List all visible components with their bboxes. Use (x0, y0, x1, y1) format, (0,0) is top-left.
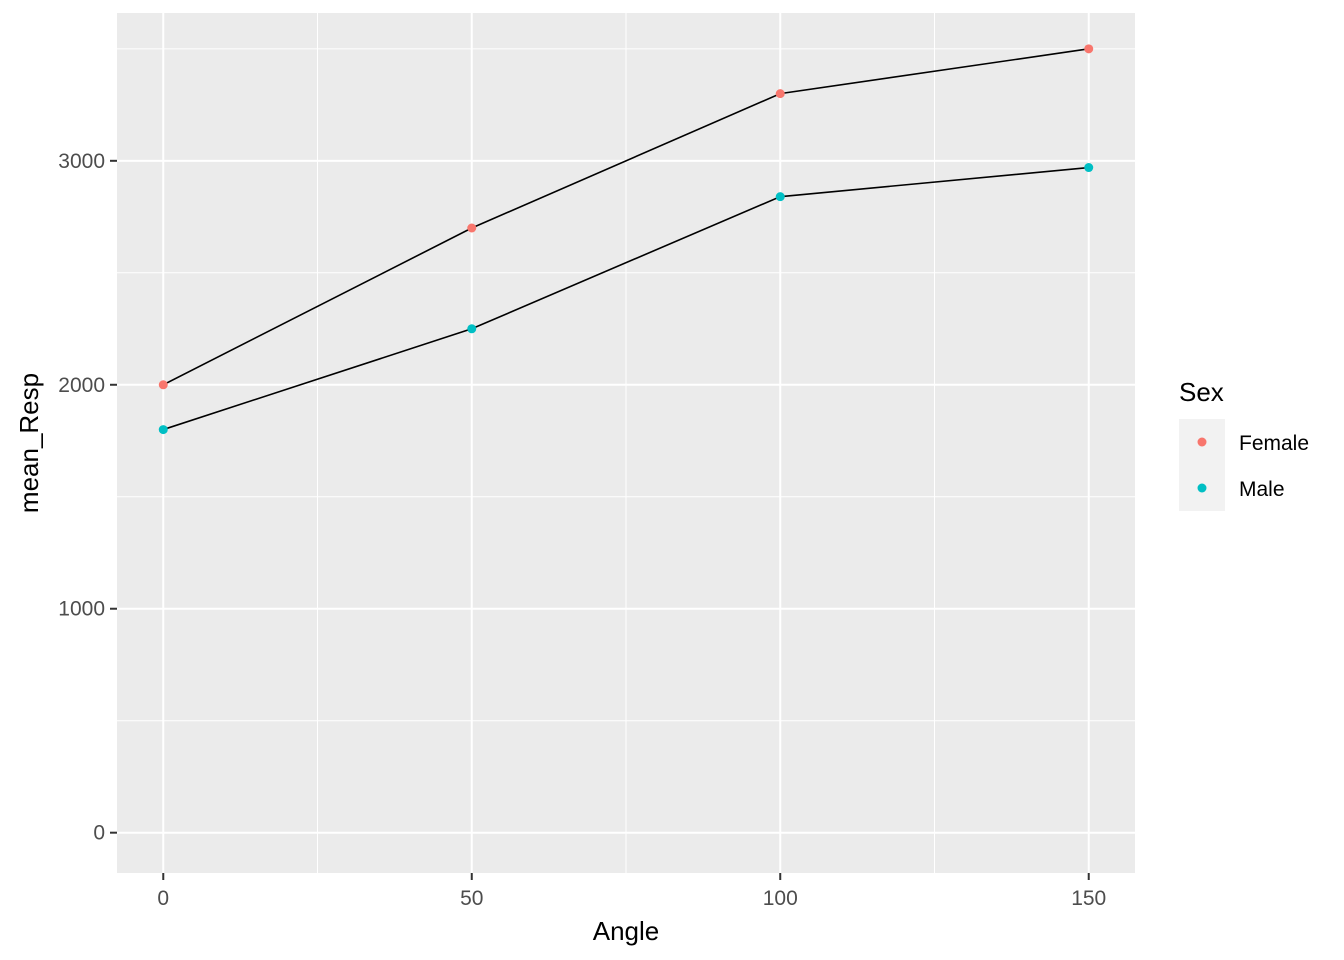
data-point-male (1084, 163, 1094, 173)
legend: Sex Female Male (1179, 377, 1309, 511)
series-lines (162, 48, 1089, 431)
data-point-female (467, 223, 477, 233)
y-axis-title: mean_Resp (14, 373, 44, 513)
legend-label-female: Female (1239, 432, 1309, 455)
legend-items: Female Male (1197, 432, 1309, 501)
data-point-male (467, 324, 477, 334)
minor-gridlines (117, 13, 1135, 873)
legend-label-male: Male (1239, 478, 1285, 501)
y-axis: 0 1000 2000 3000 (58, 150, 117, 845)
x-axis-title: Angle (593, 916, 660, 946)
y-tick-label: 0 (93, 822, 105, 845)
x-tick-label: 100 (763, 887, 798, 910)
data-point-male (775, 192, 785, 202)
data-point-female (1084, 44, 1094, 54)
legend-title: Sex (1179, 377, 1224, 407)
x-tick-label: 0 (157, 887, 169, 910)
x-tick-label: 50 (460, 887, 483, 910)
data-point-male (158, 425, 168, 435)
legend-key-male (1197, 483, 1207, 493)
y-tick-label: 3000 (58, 150, 105, 173)
series-line-female (162, 48, 1089, 386)
series-points (158, 44, 1094, 435)
legend-key-female (1197, 437, 1207, 447)
data-point-female (158, 380, 168, 390)
series-line-male (163, 166, 1089, 431)
data-point-female (775, 89, 785, 99)
y-tick-label: 1000 (58, 598, 105, 621)
y-tick-label: 2000 (58, 374, 105, 397)
x-tick-label: 150 (1071, 887, 1106, 910)
legend-key-background (1179, 419, 1225, 511)
x-axis: 0 50 100 150 (157, 873, 1106, 910)
